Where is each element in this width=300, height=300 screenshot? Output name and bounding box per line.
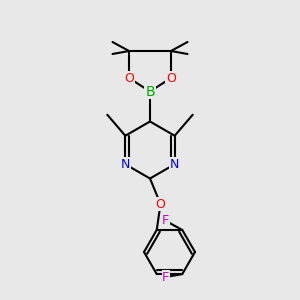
Text: N: N xyxy=(121,158,130,171)
Text: F: F xyxy=(162,271,169,284)
Text: O: O xyxy=(124,71,134,85)
Text: F: F xyxy=(162,214,169,227)
Text: N: N xyxy=(170,158,179,171)
Text: O: O xyxy=(156,197,165,211)
Text: B: B xyxy=(145,85,155,98)
Text: O: O xyxy=(166,71,176,85)
